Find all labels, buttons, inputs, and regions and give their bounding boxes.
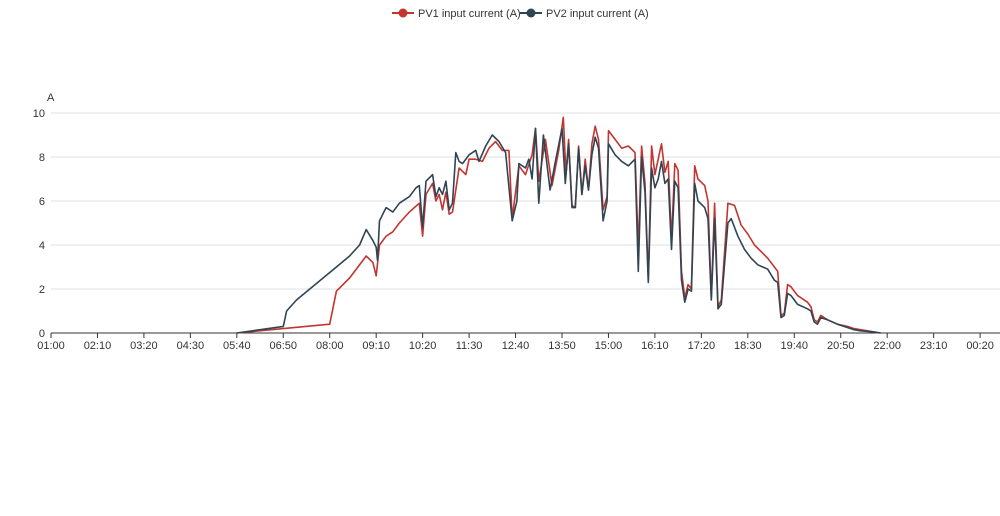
x-tick-label: 05:40 bbox=[223, 340, 251, 352]
x-tick-label: 06:50 bbox=[270, 340, 298, 352]
y-tick-label: 2 bbox=[39, 284, 45, 296]
y-tick-label: 0 bbox=[39, 328, 45, 340]
legend-marker-pv2 bbox=[526, 8, 536, 18]
x-tick-label: 23:10 bbox=[920, 340, 948, 352]
y-tick-label: 6 bbox=[39, 196, 45, 208]
y-tick-label: 8 bbox=[39, 152, 45, 164]
legend-item-pv2[interactable]: PV2 input current (A) bbox=[520, 8, 649, 20]
series-lines bbox=[236, 116, 881, 334]
axes: A 0 2 4 6 8 10 01:00 02:10 03:20 04:30 05:40 06:50 0… bbox=[33, 92, 1000, 352]
x-tick-label: 04:30 bbox=[177, 340, 205, 352]
x-tick-label: 08:00 bbox=[316, 340, 344, 352]
series-line-pv2 bbox=[236, 127, 881, 334]
x-tick-label: 17:20 bbox=[688, 340, 716, 352]
x-tick-label: 20:50 bbox=[827, 340, 855, 352]
x-tick-label: 22:00 bbox=[873, 340, 901, 352]
x-tick-label: 18:30 bbox=[734, 340, 762, 352]
x-tick-label: 16:10 bbox=[641, 340, 669, 352]
grid bbox=[51, 112, 1000, 290]
legend-label-pv2: PV2 input current (A) bbox=[546, 8, 649, 20]
legend-label-pv1: PV1 input current (A) bbox=[418, 8, 521, 20]
x-tick-label: 15:00 bbox=[595, 340, 623, 352]
legend-marker-pv1 bbox=[398, 8, 408, 18]
x-tick-label: 19:40 bbox=[781, 340, 809, 352]
x-tick-label: 13:50 bbox=[548, 340, 576, 352]
legend[interactable]: PV1 input current (A) PV2 input current … bbox=[392, 8, 649, 20]
x-tick-label: 11:30 bbox=[456, 340, 483, 352]
y-tick-label: 4 bbox=[39, 240, 45, 252]
x-tick-label: 02:10 bbox=[84, 340, 112, 352]
x-tick-label: 03:20 bbox=[130, 340, 158, 352]
x-tick-label: 12:40 bbox=[502, 340, 530, 352]
x-tick-label: 00:20 bbox=[966, 340, 994, 352]
y-tick-label: 10 bbox=[33, 108, 45, 120]
legend-item-pv1[interactable]: PV1 input current (A) bbox=[392, 8, 521, 20]
y-axis-unit-label: A bbox=[47, 92, 55, 104]
series-line-pv1 bbox=[236, 116, 881, 334]
x-tick-label: 10:20 bbox=[409, 340, 437, 352]
x-tick-label: 01:00 bbox=[37, 340, 65, 352]
x-tick-label: 09:10 bbox=[362, 340, 390, 352]
